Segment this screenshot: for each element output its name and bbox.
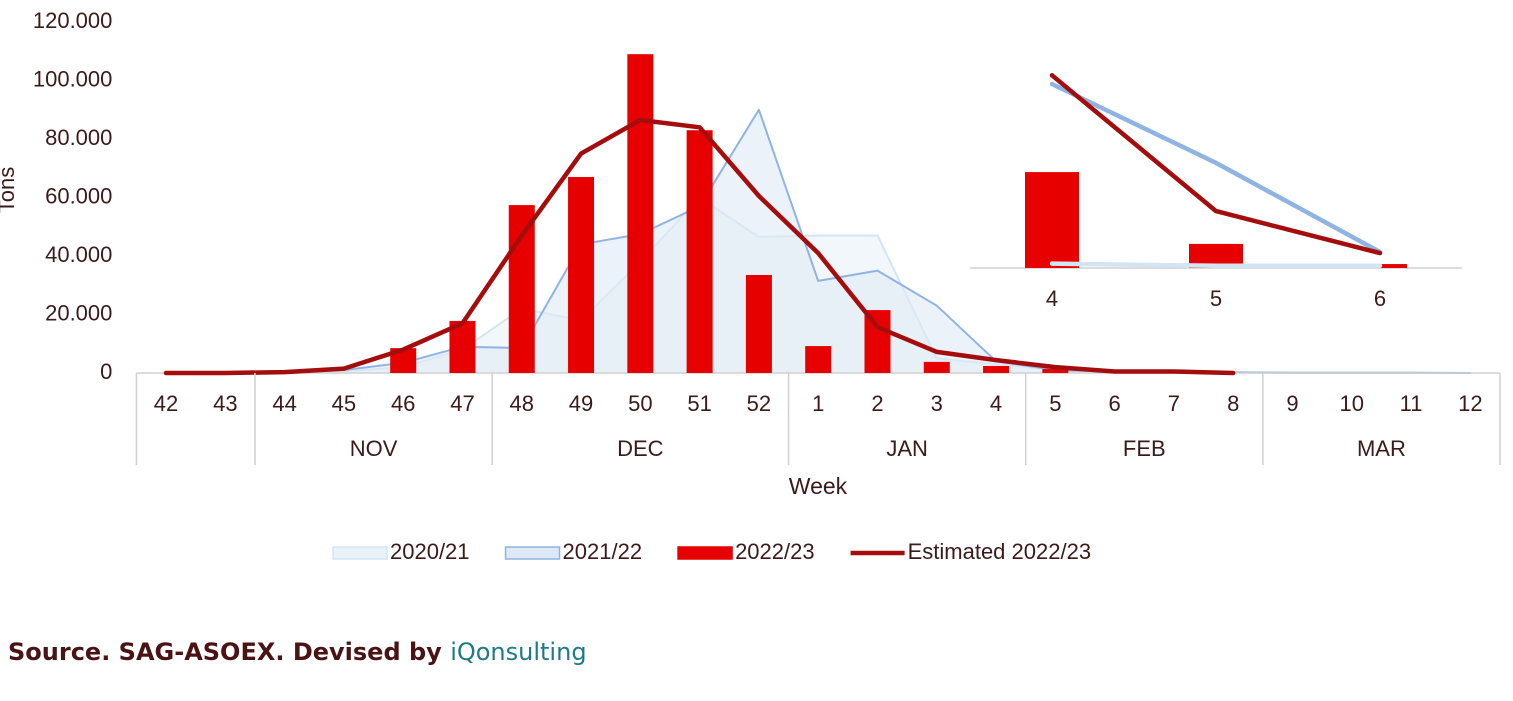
- bar: [923, 361, 950, 373]
- x-tick-label: 48: [510, 391, 534, 416]
- y-tick-label: 60.000: [45, 183, 112, 208]
- x-tick-label: 10: [1340, 391, 1364, 416]
- x-tick-label: 52: [747, 391, 771, 416]
- bar: [864, 310, 891, 373]
- x-tick-label: 9: [1286, 391, 1298, 416]
- line: [1049, 73, 1383, 256]
- y-tick-label: 20.000: [45, 300, 112, 325]
- x-tick-label: 44: [272, 391, 296, 416]
- x-tick-label: 3: [931, 391, 943, 416]
- legend-label: Estimated 2022/23: [908, 539, 1091, 564]
- bar: [805, 346, 832, 373]
- bar: [745, 275, 772, 373]
- x-tick-label: 11: [1400, 391, 1423, 416]
- line: [1049, 81, 1383, 255]
- y-tick-label: 40.000: [45, 242, 112, 267]
- x-tick-label: 1: [812, 391, 824, 416]
- x-tick-label: 7: [1168, 391, 1180, 416]
- bar: [508, 205, 535, 373]
- chart: Tons Week 42 43 44 45 46 47 48 49 50 51 52 1 2 3 4 5 6 7 8…: [0, 8, 1501, 564]
- x-tick-label: 2: [871, 391, 883, 416]
- x-tick-label: 5: [1049, 391, 1061, 416]
- x-tick-label: 4: [990, 391, 1002, 416]
- legend-swatch: [332, 546, 388, 560]
- x-tick-label: 46: [391, 391, 415, 416]
- source-text: Source. SAG-ASOEX. Devised by: [8, 638, 442, 666]
- brand: iQonsulting: [450, 638, 587, 666]
- y-tick-label: 120.000: [33, 8, 113, 33]
- x-tick-label: 42: [154, 391, 178, 416]
- group-label: DEC: [617, 436, 664, 461]
- x-tick-label: 51: [687, 391, 711, 416]
- x-tick-label: 6: [1374, 286, 1386, 311]
- line: [1049, 261, 1383, 269]
- y-axis-title: Tons: [0, 167, 19, 213]
- x-tick-label: 12: [1458, 391, 1482, 416]
- legend-swatch: [504, 546, 561, 560]
- area-fill: [166, 109, 1471, 374]
- x-axis-title: Week: [789, 473, 848, 499]
- source-note: Source. SAG-ASOEX. Devised by iQonsultin…: [8, 638, 587, 666]
- line: [163, 117, 1236, 376]
- x-tick-label: 4: [1046, 286, 1058, 311]
- bar: [627, 54, 654, 374]
- bar: [1025, 172, 1079, 268]
- y-tick-label: 80.000: [45, 125, 112, 150]
- legend-swatch: [677, 546, 733, 560]
- x-tick-label: 5: [1210, 286, 1222, 311]
- x-tick-label: 45: [332, 391, 356, 416]
- x-tick-label: 43: [213, 391, 237, 416]
- group-label: FEB: [1123, 436, 1166, 461]
- y-tick-label: 0: [100, 359, 112, 384]
- group-label: JAN: [886, 436, 928, 461]
- legend-label: 2021/22: [563, 539, 643, 564]
- x-tick-label: 50: [628, 391, 652, 416]
- group-label: NOV: [350, 436, 398, 461]
- x-tick-label: 47: [450, 391, 474, 416]
- x-tick-label: 49: [569, 391, 593, 416]
- y-tick-label: 100.000: [33, 66, 113, 91]
- bar: [686, 130, 713, 373]
- legend-label: 2020/21: [390, 539, 470, 564]
- group-label: MAR: [1357, 436, 1406, 461]
- bar: [568, 177, 595, 373]
- x-tick-label: 8: [1227, 391, 1239, 416]
- bar: [983, 365, 1010, 373]
- legend-label: 2022/23: [735, 539, 815, 564]
- x-tick-label: 6: [1109, 391, 1121, 416]
- bar: [1042, 368, 1069, 373]
